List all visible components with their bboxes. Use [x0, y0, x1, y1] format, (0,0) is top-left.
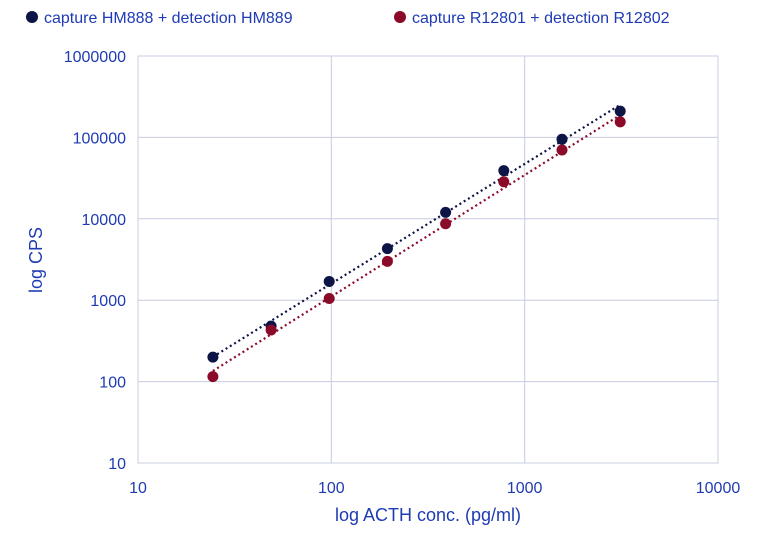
y-tick-label: 10 [108, 456, 126, 473]
legend: capture HM888 + detection HM889 capture R… [26, 10, 670, 27]
y-tick-label: 1000 [90, 293, 126, 310]
data-point [498, 165, 510, 177]
plot-area [137, 55, 719, 464]
y-tick-label: 10000 [82, 212, 127, 229]
data-point [207, 351, 219, 363]
data-point [265, 324, 277, 336]
trendline [212, 114, 621, 372]
trendlines [212, 103, 621, 372]
data-point [556, 144, 568, 156]
grid [137, 55, 719, 464]
x-tick-label: 1000 [507, 480, 543, 497]
data-point [556, 133, 568, 145]
y-tick-label: 100 [99, 375, 126, 392]
data-point [207, 371, 219, 383]
data-point [323, 275, 335, 287]
legend-marker [26, 11, 38, 23]
x-axis-title: log ACTH conc. (pg/ml) [335, 505, 521, 525]
x-tick-label: 10000 [696, 480, 741, 497]
x-axis-ticks: 10 100 1000 10000 [129, 480, 740, 497]
data-point [323, 292, 335, 304]
data-point [614, 116, 626, 128]
data-points [207, 105, 626, 383]
data-point [381, 255, 393, 267]
data-point [440, 206, 452, 218]
legend-label: capture HM888 + detection HM889 [44, 10, 293, 27]
x-tick-label: 100 [318, 480, 345, 497]
legend-label: capture R12801 + detection R12802 [412, 10, 670, 27]
y-axis-ticks: 10 100 1000 10000 100000 1000000 [64, 49, 126, 473]
y-axis-title: log CPS [26, 227, 46, 293]
data-point [614, 105, 626, 117]
data-point [498, 176, 510, 188]
data-point [381, 243, 393, 255]
y-tick-label: 1000000 [64, 49, 126, 66]
x-tick-label: 10 [129, 480, 147, 497]
y-tick-label: 100000 [73, 130, 126, 147]
legend-marker [394, 11, 406, 23]
data-point [440, 218, 452, 230]
